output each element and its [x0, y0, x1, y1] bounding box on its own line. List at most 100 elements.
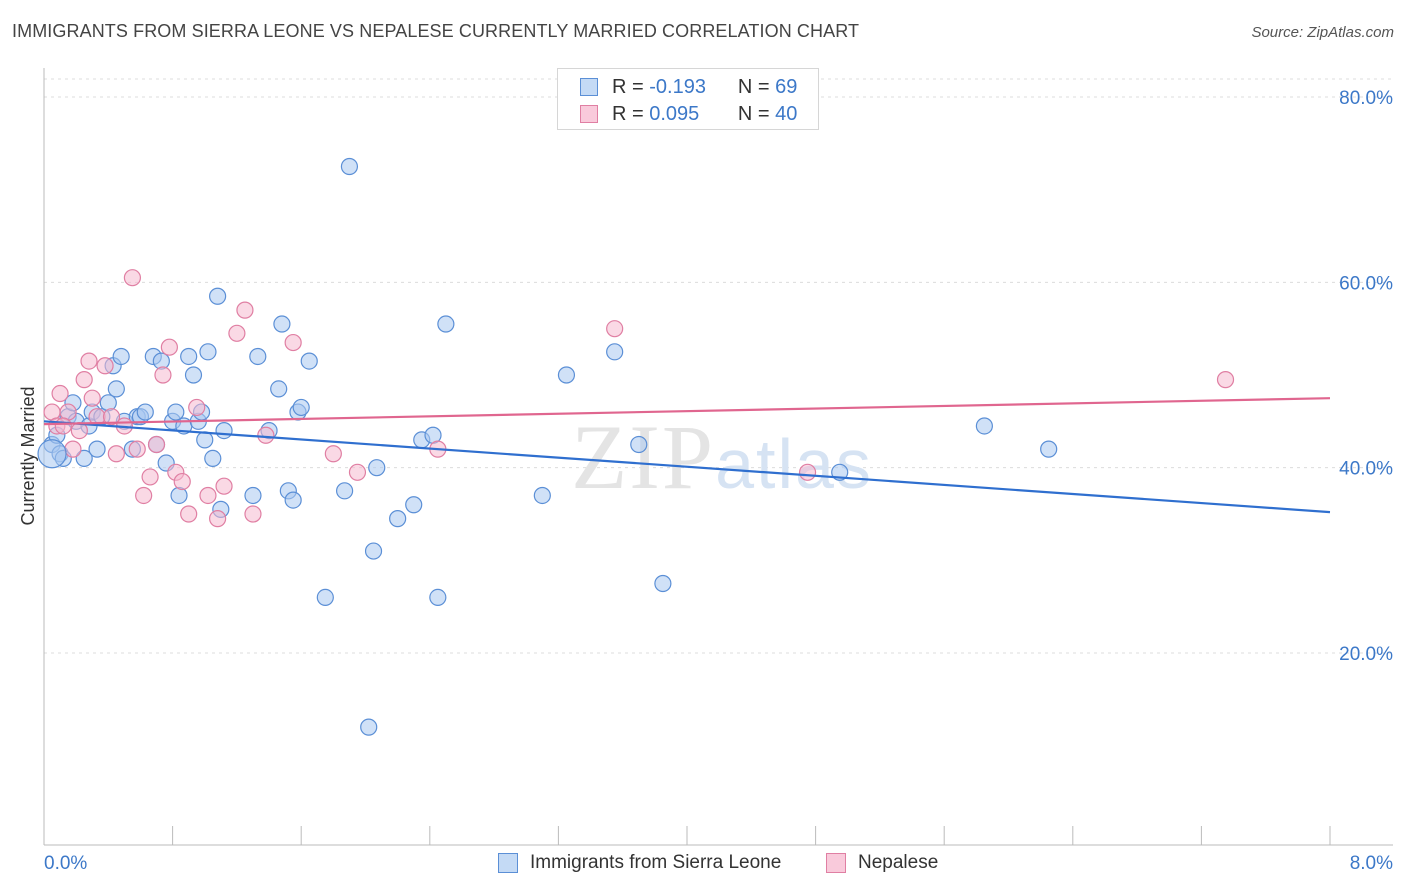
point-sierra-leone: [180, 347, 198, 366]
point-sierra-leone: [360, 718, 378, 736]
point-sierra-leone: [167, 403, 185, 421]
point-sierra-leone: [429, 588, 447, 607]
source-label: Source: ZipAtlas.com: [1251, 24, 1394, 41]
point-nepalese: [128, 440, 146, 458]
legend-swatch-sierra-leone: [498, 853, 518, 873]
point-sierra-leone: [88, 440, 106, 458]
point-nepalese: [107, 445, 125, 463]
n-value: 40: [775, 102, 798, 125]
point-nepalese: [228, 324, 246, 342]
point-sierra-leone: [273, 315, 291, 333]
point-nepalese: [324, 445, 342, 463]
point-sierra-leone: [654, 574, 672, 593]
stats-legend: R = -0.193 N = 69 R = 0.095 N = 40: [557, 68, 819, 130]
axes: [43, 68, 1393, 846]
point-sierra-leone: [405, 496, 423, 514]
point-sierra-leone: [244, 486, 262, 505]
point-sierra-leone: [112, 347, 130, 366]
point-sierra-leone: [437, 315, 455, 333]
n-label: N =: [737, 75, 770, 98]
point-nepalese: [123, 269, 142, 287]
point-sierra-leone: [196, 431, 214, 449]
point-nepalese: [141, 468, 159, 486]
point-sierra-leone: [209, 287, 227, 305]
point-nepalese: [54, 417, 72, 435]
point-sierra-leone: [364, 542, 383, 560]
grid-lines: [44, 78, 1393, 654]
trend-line-sierra-leone: [43, 420, 1331, 514]
n-value: 69: [775, 75, 798, 98]
point-sierra-leone: [389, 510, 407, 528]
point-nepalese: [180, 505, 198, 523]
point-sierra-leone: [99, 394, 117, 412]
point-nepalese: [215, 477, 233, 495]
point-sierra-leone: [107, 380, 125, 398]
y-tick-label-60: 60.0%: [1339, 273, 1393, 294]
point-nepalese: [83, 389, 101, 407]
data-points: [37, 157, 1235, 736]
point-sierra-leone: [340, 157, 359, 176]
point-sierra-leone: [557, 366, 576, 384]
n-label: N =: [737, 102, 770, 125]
point-nepalese: [102, 408, 121, 426]
point-sierra-leone: [368, 459, 386, 477]
point-sierra-leone: [37, 439, 67, 469]
point-sierra-leone: [284, 491, 302, 509]
point-nepalese: [236, 301, 254, 319]
x-tick-label-max: 8.0%: [1350, 853, 1393, 874]
point-nepalese: [244, 505, 262, 523]
point-sierra-leone: [204, 449, 222, 467]
series-legend: Immigrants from Sierra Leone Nepalese: [0, 852, 1406, 878]
point-sierra-leone: [606, 343, 624, 361]
point-nepalese: [798, 463, 817, 481]
legend-label-sierra-leone: Immigrants from Sierra Leone: [530, 852, 782, 873]
point-sierra-leone: [75, 449, 93, 467]
y-tick-labels: 20.0% 40.0% 60.0% 80.0%: [1339, 88, 1393, 665]
legend-swatch-nepalese: [826, 853, 846, 873]
point-nepalese: [199, 486, 217, 505]
point-sierra-leone: [184, 366, 203, 384]
y-tick-label-40: 40.0%: [1339, 459, 1393, 480]
point-nepalese: [348, 463, 367, 481]
point-sierra-leone: [975, 417, 993, 435]
point-nepalese: [64, 440, 82, 458]
point-sierra-leone: [300, 352, 318, 370]
point-sierra-leone: [316, 588, 334, 607]
point-sierra-leone: [170, 486, 188, 505]
point-sierra-leone: [270, 380, 288, 398]
point-nepalese: [173, 472, 191, 491]
point-sierra-leone: [533, 486, 551, 505]
r-value: 0.095: [649, 102, 700, 125]
stats-row-nepalese: R = 0.095 N = 40: [580, 101, 797, 127]
point-nepalese: [51, 384, 69, 403]
r-value: -0.193: [649, 75, 706, 98]
watermark: ZIPatlas: [571, 406, 873, 508]
x-tick-label-min: 0.0%: [44, 853, 87, 874]
chart-title: IMMIGRANTS FROM SIERRA LEONE VS NEPALESE…: [12, 21, 860, 41]
point-nepalese: [606, 320, 624, 338]
point-nepalese: [147, 435, 166, 454]
point-nepalese: [80, 352, 98, 370]
trend-lines: [43, 397, 1331, 514]
x-tick-labels: 0.0% 8.0%: [44, 853, 1393, 874]
point-nepalese: [75, 371, 93, 389]
point-nepalese: [154, 366, 172, 384]
r-label: R =: [612, 102, 644, 125]
point-nepalese: [188, 398, 206, 417]
swatch-nepalese: [580, 105, 598, 123]
stats-row-sierra-leone: R = -0.193 N = 69: [580, 74, 797, 100]
y-tick-label-80: 80.0%: [1339, 88, 1393, 109]
point-sierra-leone: [1040, 440, 1058, 458]
legend-label-nepalese: Nepalese: [858, 852, 939, 873]
point-sierra-leone: [199, 343, 217, 361]
point-nepalese: [257, 426, 275, 444]
point-nepalese: [96, 357, 114, 375]
point-nepalese: [160, 338, 178, 356]
y-tick-label-20: 20.0%: [1339, 644, 1393, 665]
r-label: R =: [612, 75, 644, 98]
point-nepalese: [135, 486, 153, 505]
point-sierra-leone: [630, 435, 648, 454]
point-nepalese: [284, 333, 302, 352]
y-axis-label: Currently Married: [18, 386, 38, 525]
